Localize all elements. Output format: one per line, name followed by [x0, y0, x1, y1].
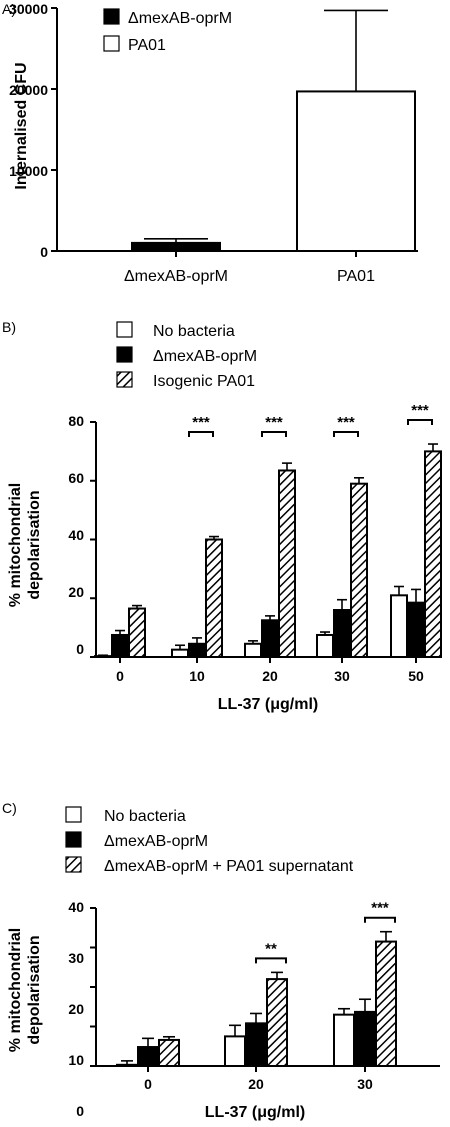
panel-b-ytick-label: 40: [68, 527, 84, 543]
panel-c-xtick-label: 30: [357, 1076, 373, 1092]
panel-b-x-title: LL-37 (μg/ml): [218, 696, 318, 713]
panel-c-sig-bracket: [364, 916, 396, 923]
panel-a-xtick-label: ΔmexAB-oprM: [124, 268, 228, 285]
panel-a-legend-swatch: [103, 8, 120, 25]
panel-c-ytick-label: 20: [68, 1001, 84, 1017]
panel-b-legend-label: No bacteria: [153, 323, 235, 340]
panel-c-bar: [354, 1010, 376, 1068]
panel-c-x-title: LL-37 (μg/ml): [205, 1104, 305, 1121]
panel-b-ytick-label: 80: [68, 413, 84, 429]
panel-b-bar: [188, 642, 206, 658]
panel-b-sig-label: ***: [192, 414, 210, 431]
panel-c-legend-swatch: [65, 806, 82, 823]
panel-c-bar: [375, 940, 397, 1068]
panel-b-bar: [278, 469, 296, 658]
panel-c-legend-label: ΔmexAB-oprM + PA01 supernatant: [104, 858, 354, 875]
panel-b-plot-area: *** *** *** ***: [90, 402, 442, 663]
panel-b-sig-bracket: [407, 419, 433, 425]
panel-b-ytick-label: 60: [68, 470, 84, 486]
panel-c-legend-swatch: [65, 831, 82, 848]
panel-a-plot-area: [51, 7, 418, 257]
panel-a-legend-swatch: [103, 35, 120, 52]
panel-b-ytick-label: 0: [76, 641, 84, 657]
panel-b-bar: [205, 538, 223, 658]
panel-c-y-title: % mitochondrial: [7, 928, 24, 1052]
panel-c-bar: [333, 1013, 355, 1068]
panel-a-legend-label: PA01: [128, 37, 166, 54]
panel-c-bar: [137, 1046, 159, 1068]
panel-c-ytick-label: 10: [68, 1052, 84, 1068]
panel-c-ytick-label: 40: [68, 899, 84, 915]
panel-c-bar: [245, 1022, 267, 1068]
panel-b-xtick-label: 20: [262, 668, 278, 684]
panel-c-xtick-label: 20: [248, 1076, 264, 1092]
panel-b-bar: [128, 607, 146, 658]
panel-a-ytick-label: 10000: [9, 163, 48, 179]
panel-c-bar: [158, 1038, 180, 1068]
panel-b-y-title: % mitochondrial: [7, 483, 24, 607]
panel-b-ytick-label: 20: [68, 584, 84, 600]
panel-b-sig-bracket: [261, 431, 287, 437]
panel-b-legend-label: Isogenic PA01: [153, 373, 255, 390]
panel-b-bar: [333, 609, 351, 658]
panel-b-bar: [171, 648, 189, 658]
panel-b-xtick-label: 50: [408, 668, 424, 684]
panel-b-legend-swatch: [116, 371, 133, 388]
panel-b-bar: [316, 633, 334, 658]
panel-a-bar: [131, 241, 221, 252]
panel-b-bar: [390, 594, 408, 658]
panel-a-bar: [296, 90, 416, 253]
panel-b: B) No bacteria ΔmexAB-oprM Isogenic PA01…: [2, 319, 442, 713]
panel-c-letter: C): [2, 800, 17, 816]
panel-b-letter: B): [2, 319, 16, 335]
panel-c-bar: [116, 1063, 138, 1067]
panel-a-ytick-label: 30000: [9, 1, 48, 17]
panel-a: A) Internalised CFU 30000 20000 10000 0 …: [2, 1, 418, 285]
panel-c-ytick-label: 30: [68, 950, 84, 966]
panel-c-bar: [224, 1035, 246, 1067]
panel-b-bar: [244, 642, 262, 658]
panel-c-sig-label: **: [265, 940, 277, 957]
panel-c-y-title: depolarisation: [26, 935, 43, 1044]
panel-b-sig-bracket: [333, 431, 359, 437]
panel-c-xtick-label: 0: [144, 1076, 152, 1092]
panel-b-sig-bracket: [188, 431, 214, 437]
panel-a-y-title: Internalised CFU: [13, 62, 30, 189]
panel-b-legend-swatch: [116, 321, 133, 338]
panel-b-legend-swatch: [116, 346, 133, 363]
panel-b-xtick-label: 30: [334, 668, 350, 684]
panel-c-sig-bracket: [255, 957, 287, 964]
panel-a-legend-label: ΔmexAB-oprM: [128, 10, 232, 27]
panel-c-legend-label: ΔmexAB-oprM: [104, 833, 208, 850]
panel-b-xtick-label: 0: [116, 668, 124, 684]
panel-b-bar: [350, 482, 368, 658]
panel-b-sig-label: ***: [411, 402, 429, 419]
panel-a-ytick-label: 20000: [9, 82, 48, 98]
panel-c-ytick-label: 0: [76, 1103, 84, 1119]
panel-b-bar: [111, 633, 129, 658]
panel-c-legend-label: No bacteria: [104, 808, 186, 825]
panel-a-xtick-label: PA01: [337, 268, 375, 285]
panel-a-letter: A): [2, 1, 16, 17]
panel-c: C) No bacteria ΔmexAB-oprM ΔmexAB-oprM +…: [2, 800, 440, 1121]
panel-b-xtick-label: 10: [189, 668, 205, 684]
panel-a-ytick-label: 0: [40, 244, 48, 260]
panel-b-sig-label: ***: [265, 414, 283, 431]
panel-c-plot-area: *****: [90, 900, 440, 1072]
panel-b-y-title: depolarisation: [26, 490, 43, 599]
panel-b-bar: [424, 450, 442, 658]
panel-b-sig-label: ***: [337, 414, 355, 431]
panel-b-legend-label: ΔmexAB-oprM: [153, 348, 257, 365]
panel-b-bar: [261, 619, 279, 658]
panel-c-sig-label: ***: [371, 900, 389, 917]
panel-c-legend-swatch: [65, 856, 82, 873]
panel-c-bar: [266, 978, 288, 1067]
panel-b-bar: [94, 655, 112, 659]
panel-b-bar: [407, 601, 425, 658]
